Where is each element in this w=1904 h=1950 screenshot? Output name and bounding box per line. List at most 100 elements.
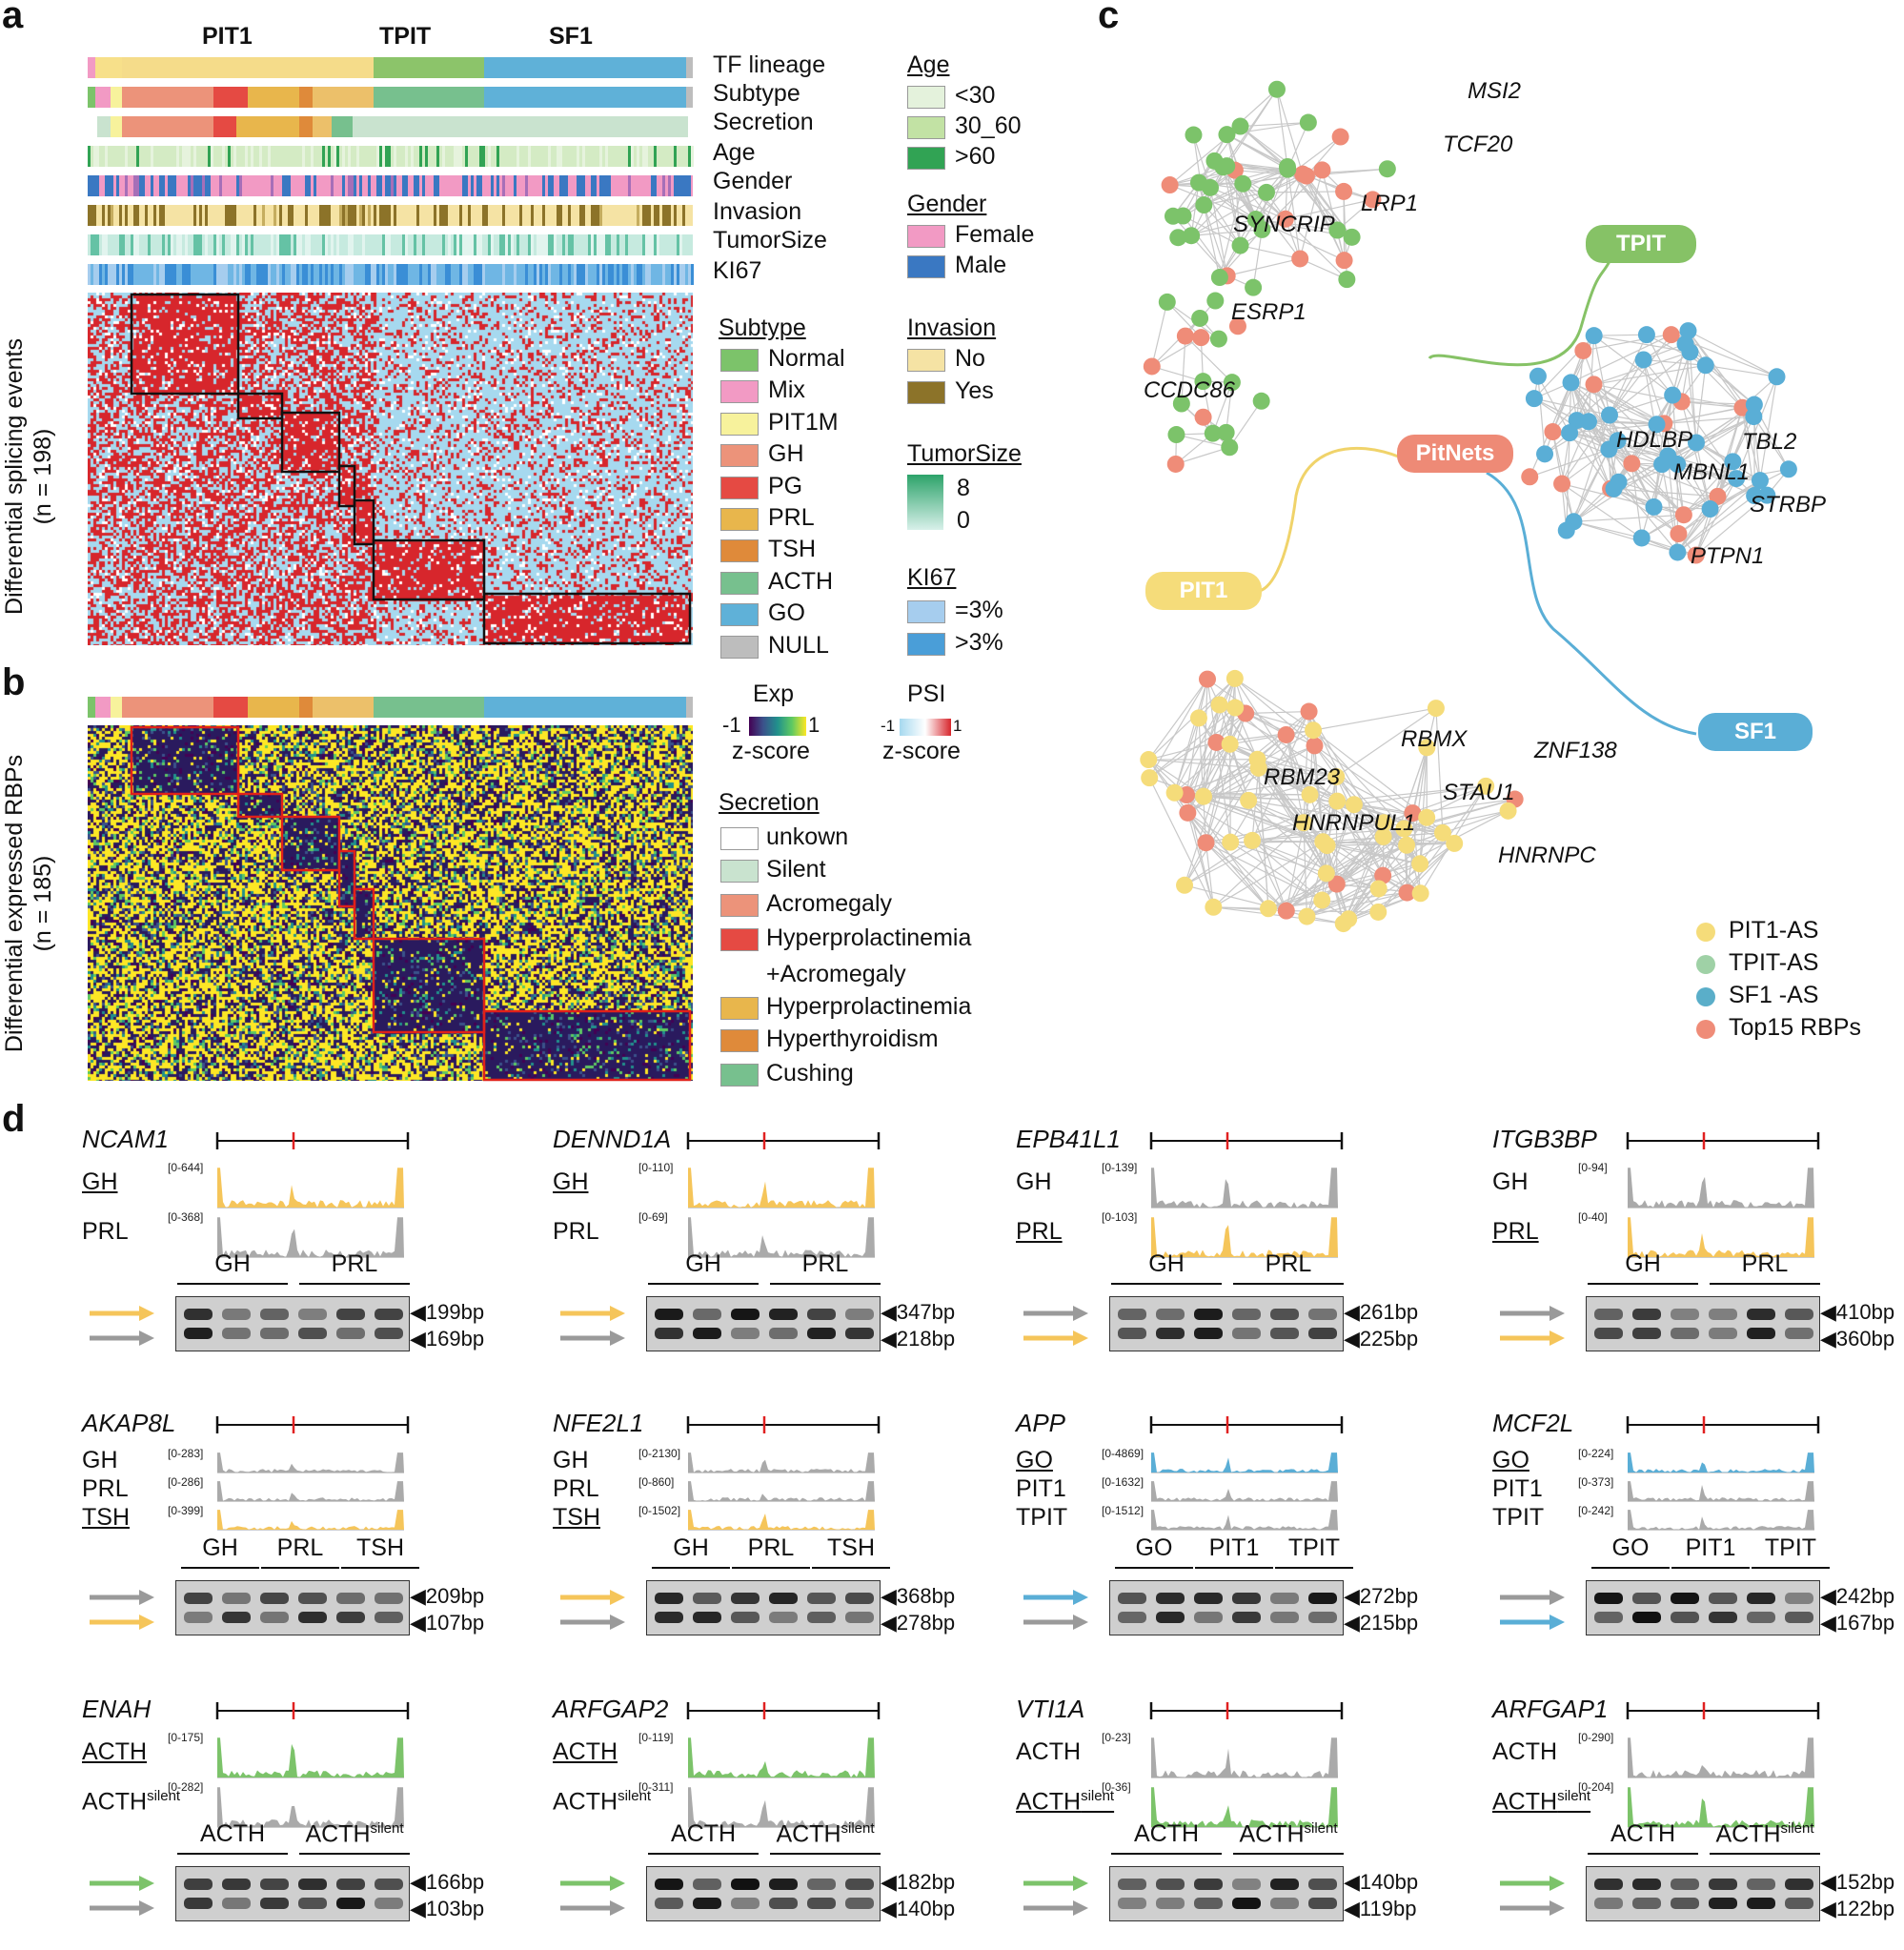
pill-tpit: TPIT — [1586, 225, 1696, 263]
gene-model-ITGB3BP — [1626, 1132, 1820, 1149]
cluster-pit1-node — [1300, 702, 1318, 721]
legend-invasion-title: Invasion — [907, 315, 997, 341]
gel-band — [184, 1898, 213, 1909]
gel-band — [1632, 1879, 1661, 1890]
cluster-pit1-node — [1411, 855, 1429, 873]
gel-band — [1594, 1879, 1623, 1890]
bp-label-EPB41L1-0: ◀261bp — [1344, 1300, 1419, 1324]
cluster-pit1-node — [1374, 866, 1392, 884]
gene-ARFGAP1: ARFGAP1 — [1492, 1695, 1609, 1723]
track-range-APP-1: [0-1632] — [1102, 1475, 1144, 1489]
gel-band — [260, 1593, 289, 1604]
tumorsize-min: 0 — [957, 507, 970, 534]
track-range-EPB41L1-0: [0-139] — [1102, 1161, 1138, 1174]
gel-band — [260, 1328, 289, 1339]
legend_gender-swatch-1 — [907, 255, 945, 278]
cluster-pit1-node — [1327, 767, 1346, 785]
lane-line-ITGB3BP-0 — [1588, 1283, 1698, 1285]
net-label-MBNL1: MBNL1 — [1673, 459, 1751, 485]
cluster-tpit-node — [1267, 80, 1286, 98]
cluster-pit1-node — [1345, 796, 1363, 814]
coverage-track-ARFGAP2-0 — [688, 1737, 875, 1778]
cluster-tpit-sub-node — [1217, 423, 1235, 441]
gel-band — [655, 1593, 683, 1604]
net-label-MSI2: MSI2 — [1468, 78, 1522, 104]
gene-model-APP — [1149, 1416, 1344, 1433]
lane-label-ENAH-1: ACTHsilent — [305, 1820, 404, 1848]
cluster-tpit-sub-node — [1194, 373, 1212, 391]
gene-VTI1A: VTI1A — [1016, 1695, 1085, 1723]
cluster-sf1-node — [1574, 341, 1592, 359]
legend_ki67-swatch-0 — [907, 600, 945, 623]
legend_subtype-item-0: Normal — [768, 345, 845, 372]
gel-band — [1785, 1879, 1813, 1890]
cluster-tpit-node — [1313, 161, 1331, 179]
cluster-pit1-node — [1418, 808, 1436, 826]
gel-band — [693, 1593, 721, 1604]
track-range-MCF2L-1: [0-373] — [1578, 1475, 1614, 1489]
secretion-swatch-7 — [720, 1064, 759, 1087]
legend_age-swatch-0 — [907, 86, 945, 109]
lane-line-NFE2L1-2 — [812, 1567, 890, 1569]
bp-label-ARFGAP1-1: ◀122bp — [1820, 1897, 1895, 1920]
cluster-pit1-node — [1418, 739, 1436, 757]
cluster-pit1-node — [1314, 833, 1332, 851]
track-label-APP-1: PIT1 — [1016, 1475, 1066, 1502]
cluster-tpit-sub-node — [1209, 330, 1227, 348]
coverage-track-NFE2L1-1 — [688, 1481, 875, 1502]
cluster-pit1-node — [1301, 785, 1319, 803]
track-label-AKAP8L-2: TSH — [82, 1504, 130, 1531]
heatmap-a-ylabel: Differential splicing events (n = 198) — [0, 315, 57, 639]
splicing-heatmap — [88, 293, 693, 645]
track-label-DENND1A-0: GH — [553, 1168, 589, 1195]
coverage-track-DENND1A-0 — [688, 1168, 875, 1209]
gel-band — [693, 1309, 721, 1320]
track-label-AKAP8L-1: PRL — [82, 1475, 129, 1502]
track-label-NCAM1-0: GH — [82, 1168, 118, 1195]
cluster-tpit-sub-node — [1166, 455, 1185, 473]
legend_subtype-swatch-0 — [720, 349, 759, 372]
lane-label-MCF2L-2: TPIT — [1764, 1534, 1817, 1561]
cluster-tpit-node — [1364, 191, 1382, 209]
track-label-NCAM1-1: PRL — [82, 1218, 129, 1245]
track-range-NCAM1-0: [0-644] — [168, 1161, 204, 1174]
heatmap-b-ylabel-line2: (n = 185) — [30, 855, 56, 952]
cluster-pit1-node — [1305, 721, 1323, 740]
cluster-pit1-node — [1194, 787, 1212, 805]
track-label-ARFGAP2-1: ACTHsilent — [553, 1788, 652, 1816]
cluster-tpit-sub-node — [1143, 357, 1161, 376]
cluster-sf1-node — [1529, 367, 1547, 385]
lane-label-DENND1A-1: PRL — [801, 1250, 849, 1277]
gel-band — [1671, 1898, 1699, 1909]
cluster-tpit-sub-node — [1221, 438, 1239, 457]
cluster-tpit-sub-node — [1167, 426, 1185, 444]
subtype-track-b — [88, 697, 693, 718]
psi-lo: -1 — [881, 717, 896, 735]
lane-label-ARFGAP1-0: ACTH — [1610, 1820, 1676, 1847]
cluster-tpit-node — [1378, 160, 1396, 178]
gel-band — [1709, 1593, 1737, 1604]
cluster-pit1-node — [1205, 898, 1223, 916]
gel-band — [731, 1879, 760, 1890]
lane-superscript-silent: silent — [841, 1820, 875, 1837]
gel-band — [336, 1328, 365, 1339]
cluster-pit1-node — [1244, 831, 1262, 849]
cluster-pit1-node — [1259, 900, 1277, 918]
coverage-track-ENAH-1 — [217, 1787, 404, 1828]
bp-label-EPB41L1-1: ◀225bp — [1344, 1327, 1419, 1351]
band-arrow-NFE2L1-0 — [560, 1590, 625, 1605]
gel-band — [222, 1328, 251, 1339]
cluster-sf1-node — [1553, 475, 1571, 493]
legend-subtype-title: Subtype — [719, 315, 806, 341]
track-label-VTI1A-1: ACTHsilent — [1016, 1788, 1115, 1816]
gel-band — [1671, 1879, 1699, 1890]
band-arrow-EPB41L1-0 — [1023, 1306, 1088, 1321]
legend_age-item-2: >60 — [955, 143, 996, 170]
gel-band — [1232, 1879, 1261, 1890]
band-arrow-APP-0 — [1023, 1590, 1088, 1605]
gel-band — [336, 1898, 365, 1909]
cluster-pit1-node — [1240, 791, 1258, 809]
net-label-PTPN1: PTPN1 — [1691, 543, 1765, 569]
annotation-label-6: TumorSize — [713, 227, 827, 254]
cluster-tpit-sub-node — [1176, 327, 1194, 345]
